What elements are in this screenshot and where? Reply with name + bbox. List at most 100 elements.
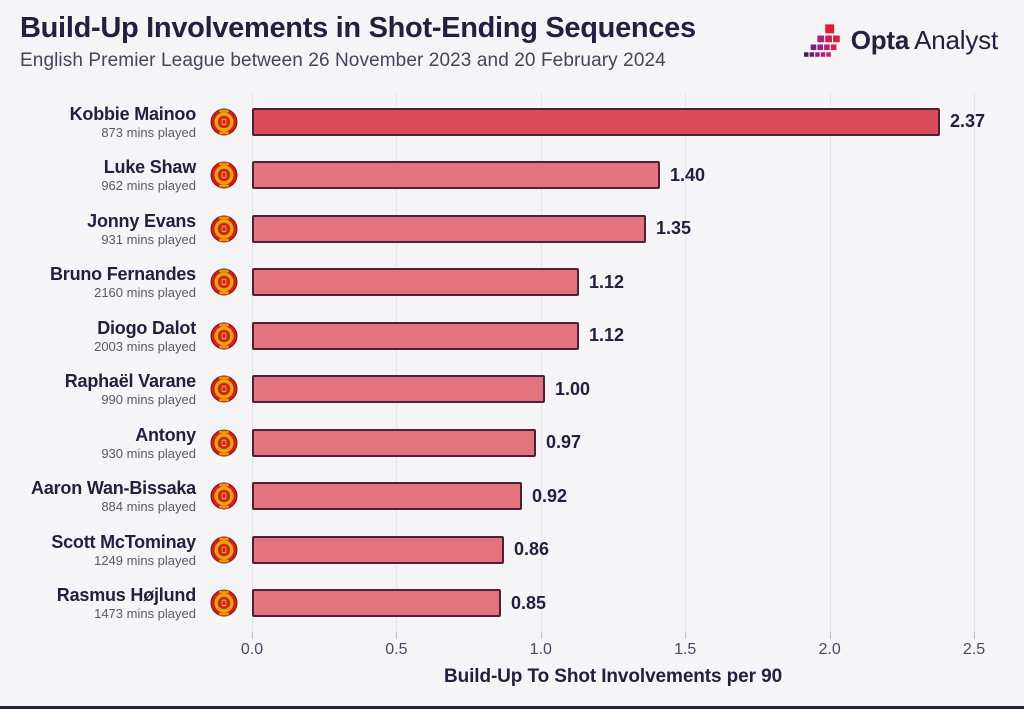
bar: [252, 428, 536, 457]
player-mins-played: 990 mins played: [101, 392, 196, 408]
player-mins-played: 2003 mins played: [94, 338, 196, 354]
player-mins-played: 2160 mins played: [94, 285, 196, 301]
player-label-block: Rasmus Højlund 1473 mins played: [0, 585, 196, 621]
logo-wordmark: Opta Analyst: [850, 24, 999, 56]
man-utd-crest-icon: [196, 322, 252, 350]
x-tick-label: 2.5: [962, 641, 986, 658]
bar-value-label: 1.12: [589, 325, 625, 346]
player-row: Bruno Fernandes 2160 mins played 1.12: [0, 256, 1024, 310]
bar-track: 1.12: [252, 321, 974, 350]
man-utd-crest-icon: [196, 482, 252, 510]
player-name: Bruno Fernandes: [49, 264, 196, 285]
player-label-block: Diogo Dalot 2003 mins played: [0, 318, 196, 354]
player-row: Scott McTominay 1249 mins played 0.86: [0, 523, 1024, 577]
player-label-block: Raphaël Varane 990 mins played: [0, 371, 196, 407]
player-label-block: Antony 930 mins played: [0, 425, 196, 461]
x-tickmark: [685, 632, 687, 639]
player-name: Antony: [135, 424, 196, 445]
x-tick-label: 0.5: [385, 641, 408, 658]
bar-value-label: 1.40: [670, 164, 706, 185]
bar-track: 0.86: [252, 535, 974, 564]
player-row: Rasmus Højlund 1473 mins played 0.85: [0, 577, 1024, 631]
man-utd-crest-icon: [196, 215, 252, 243]
player-row: Antony 930 mins played 0.97: [0, 416, 1024, 470]
x-tickmark: [540, 632, 542, 639]
header: Build-Up Involvements in Shot-Ending Seq…: [0, 0, 1024, 90]
player-row: Jonny Evans 931 mins played 1.35: [0, 202, 1024, 256]
gridline: [685, 93, 687, 632]
man-utd-crest-icon: [196, 429, 252, 457]
x-tickmark: [252, 632, 253, 639]
bar-value-label: 0.97: [546, 432, 582, 453]
bar: [252, 375, 545, 404]
player-row: Aaron Wan-Bissaka 884 mins played 0.92: [0, 470, 1024, 524]
bar-value-label: 0.86: [514, 539, 550, 560]
player-name: Diogo Dalot: [97, 317, 196, 338]
player-mins-played: 884 mins played: [101, 499, 196, 515]
footer-accent-bar: [0, 706, 1024, 709]
player-name: Rasmus Højlund: [56, 585, 196, 606]
x-tickmark: [396, 632, 398, 639]
man-utd-crest-icon: [196, 536, 252, 564]
gridline: [252, 93, 253, 632]
player-label-block: Kobbie Mainoo 873 mins played: [0, 103, 197, 140]
bar-value-label: 1.35: [656, 218, 692, 239]
gridline: [829, 93, 831, 632]
x-tickmark: [829, 632, 831, 639]
player-label-block: Bruno Fernandes 2160 mins played: [0, 264, 196, 300]
bar-track: 1.40: [252, 161, 974, 190]
logo-analyst: Analyst: [914, 24, 998, 55]
opta-analyst-logo: Opta Analyst: [803, 22, 999, 58]
bar: [252, 321, 579, 350]
bar-track: 1.12: [252, 268, 974, 297]
bar: [252, 161, 660, 190]
x-tick-label: 0.0: [240, 641, 264, 658]
bar: [252, 482, 522, 511]
player-mins-played: 962 mins played: [101, 178, 196, 194]
player-mins-played: 1249 mins played: [94, 552, 196, 568]
player-row: Luke Shaw 962 mins played 1.40: [0, 149, 1024, 203]
player-row: Kobbie Mainoo 873 mins played 2.37: [0, 95, 1024, 149]
gridline: [396, 93, 398, 632]
x-tick-label: 2.0: [818, 641, 841, 658]
x-tickmark: [974, 632, 975, 639]
man-utd-crest-icon: [196, 589, 252, 617]
bar-track: 0.85: [252, 589, 974, 618]
player-name: Jonny Evans: [87, 210, 196, 231]
player-mins-played: 1473 mins played: [94, 606, 196, 622]
player-label-block: Jonny Evans 931 mins played: [0, 211, 196, 247]
player-name: Kobbie Mainoo: [69, 103, 197, 124]
player-row: Diogo Dalot 2003 mins played 1.12: [0, 309, 1024, 363]
bar-track: 2.37: [252, 107, 985, 136]
player-name: Aaron Wan-Bissaka: [31, 478, 196, 499]
chart-subtitle: English Premier League between 26 Novemb…: [20, 50, 666, 71]
player-label-block: Aaron Wan-Bissaka 884 mins played: [0, 478, 196, 514]
bar-track: 0.92: [252, 482, 974, 511]
man-utd-crest-icon: [196, 268, 252, 296]
gridline: [540, 93, 542, 632]
bar-track: 1.35: [252, 214, 974, 243]
player-mins-played: 930 mins played: [101, 445, 196, 461]
bar-value-label: 2.37: [950, 111, 986, 132]
x-tick-label: 1.5: [674, 641, 697, 658]
gridline: [974, 93, 975, 632]
player-name: Luke Shaw: [103, 157, 196, 178]
bar-track: 1.00: [252, 375, 974, 404]
player-mins-played: 873 mins played: [101, 124, 196, 140]
bar-value-label: 1.12: [589, 271, 625, 292]
player-label-block: Scott McTominay 1249 mins played: [0, 532, 196, 568]
bar-value-label: 0.85: [511, 592, 547, 613]
bar: [252, 214, 646, 243]
logo-opta: Opta: [850, 24, 910, 55]
bar-value-label: 1.00: [555, 378, 591, 399]
player-name: Scott McTominay: [51, 531, 196, 552]
bar: [252, 535, 504, 564]
x-axis-title: Build-Up To Shot Involvements per 90: [443, 666, 783, 687]
man-utd-crest-icon: [196, 161, 252, 189]
bar: [252, 589, 501, 618]
player-mins-played: 931 mins played: [101, 231, 196, 247]
plot-grid: 0.0 0.5 1.0 1.5 2.0 2.5: [241, 93, 985, 658]
man-utd-crest-icon: [196, 375, 252, 403]
bar-rows: Kobbie Mainoo 873 mins played 2.37 Luke …: [0, 95, 1024, 630]
